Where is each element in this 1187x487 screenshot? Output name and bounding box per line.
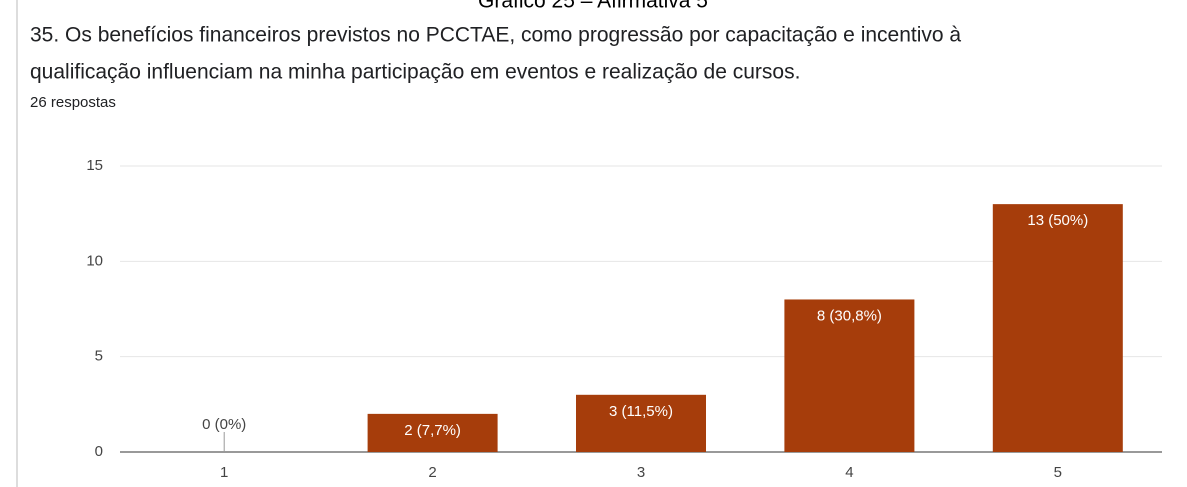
chart-title: 35. Os benefícios financeiros previstos … <box>30 24 961 47</box>
bar <box>367 413 498 452</box>
x-tick-label: 5 <box>1054 464 1062 481</box>
y-tick-label: 0 <box>95 443 103 460</box>
caption: Gráfico 25 – Afirmativa 5 <box>478 0 708 13</box>
data-label: 0 (0%) <box>202 416 246 433</box>
data-label: 8 (30,8%) <box>817 307 882 324</box>
chart-title: qualificação influenciam na minha partic… <box>30 61 800 84</box>
y-tick-label: 5 <box>95 348 103 365</box>
y-tick-label: 10 <box>86 252 103 269</box>
bar <box>784 299 915 452</box>
bar <box>576 394 706 452</box>
bar <box>992 204 1123 452</box>
data-label: 13 (50%) <box>1027 212 1088 229</box>
y-tick-label: 15 <box>86 157 103 174</box>
x-tick-label: 3 <box>637 464 645 481</box>
subtitle: 26 respostas <box>30 94 116 111</box>
data-label: 2 (7,7%) <box>404 422 461 439</box>
x-tick-label: 1 <box>220 464 228 481</box>
x-tick-label: 2 <box>428 464 436 481</box>
x-tick-label: 4 <box>845 464 853 481</box>
data-label: 3 (11,5%) <box>609 403 673 420</box>
